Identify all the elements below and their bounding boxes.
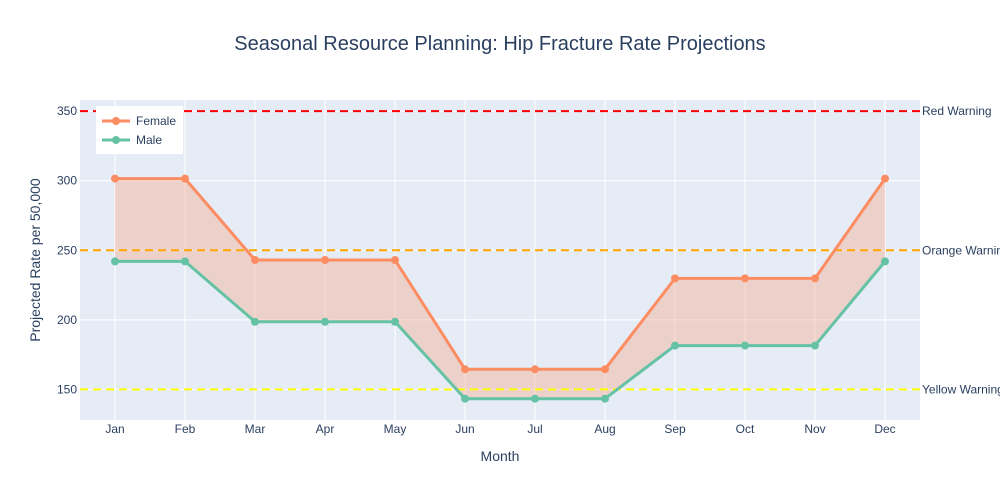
x-tick-labels: Jan Feb Mar Apr May Jun Jul Aug Sep Oct Nov Dec (105, 422, 895, 436)
threshold-label-2: Yellow Warning (922, 382, 1000, 396)
point-male-8 (671, 341, 679, 350)
y-tick-label: 150 (57, 382, 77, 396)
x-tick-label: Aug (594, 422, 615, 436)
x-tick-label: Mar (245, 422, 266, 436)
chart-title: Seasonal Resource Planning: Hip Fracture… (234, 33, 765, 55)
point-female-4 (391, 256, 399, 264)
point-male-0 (111, 257, 119, 266)
x-axis-title: Month (481, 448, 520, 464)
point-male-2 (251, 317, 259, 326)
legend-label-male: Male (136, 133, 162, 147)
y-tick-label: 250 (57, 243, 77, 257)
x-tick-label: Apr (316, 422, 335, 436)
x-tick-label: Jan (105, 422, 124, 436)
point-female-10 (811, 274, 819, 283)
legend-box (96, 106, 183, 154)
x-tick-label: Jul (527, 422, 542, 436)
point-female-9 (741, 274, 749, 283)
fill-between-polygon (115, 178, 885, 399)
point-male-10 (811, 341, 819, 350)
y-tick-label: 350 (57, 104, 77, 118)
plot-background (80, 100, 920, 420)
point-male-5 (461, 394, 469, 403)
point-female-2 (251, 256, 259, 264)
x-tick-label: Jun (455, 422, 474, 436)
series-layer (111, 174, 889, 403)
series-line-male (115, 259, 887, 401)
threshold-label-0: Red Warning (922, 104, 992, 118)
x-tick-label: Sep (664, 422, 686, 436)
x-tick-label: Dec (874, 422, 895, 436)
y-axis-title: Projected Rate per 50,000 (27, 178, 43, 342)
x-tick-label: Nov (804, 422, 825, 436)
point-female-7 (601, 365, 609, 374)
point-male-7 (601, 394, 609, 403)
threshold-label-1: Orange Warning (922, 243, 1000, 257)
legend-label-female: Female (136, 114, 176, 128)
point-male-4 (391, 317, 399, 326)
point-male-11 (881, 257, 889, 266)
y-tick-label: 300 (57, 174, 77, 188)
point-male-6 (531, 394, 539, 403)
threshold-lines: Red Warning Orange Warning Yellow Warning (80, 104, 1000, 396)
point-female-1 (181, 174, 189, 183)
point-female-0 (111, 174, 119, 183)
point-male-9 (741, 341, 749, 350)
series-line-female (115, 177, 887, 371)
point-male-1 (181, 257, 189, 266)
y-tick-labels: 150 200 250 300 350 (57, 104, 77, 396)
legend-marker-male (112, 136, 120, 144)
point-female-5 (461, 365, 469, 374)
fill-between-area (115, 178, 885, 399)
point-female-8 (671, 274, 679, 283)
point-female-3 (321, 256, 329, 264)
point-female-6 (531, 365, 539, 374)
legend-marker-female (112, 117, 120, 125)
legend: Female Male (96, 106, 183, 154)
x-tick-label: Oct (736, 422, 755, 436)
y-tick-label: 200 (57, 313, 77, 327)
x-tick-label: May (384, 422, 407, 436)
point-female-11 (881, 174, 889, 183)
x-tick-label: Feb (175, 422, 196, 436)
point-male-3 (321, 317, 329, 326)
